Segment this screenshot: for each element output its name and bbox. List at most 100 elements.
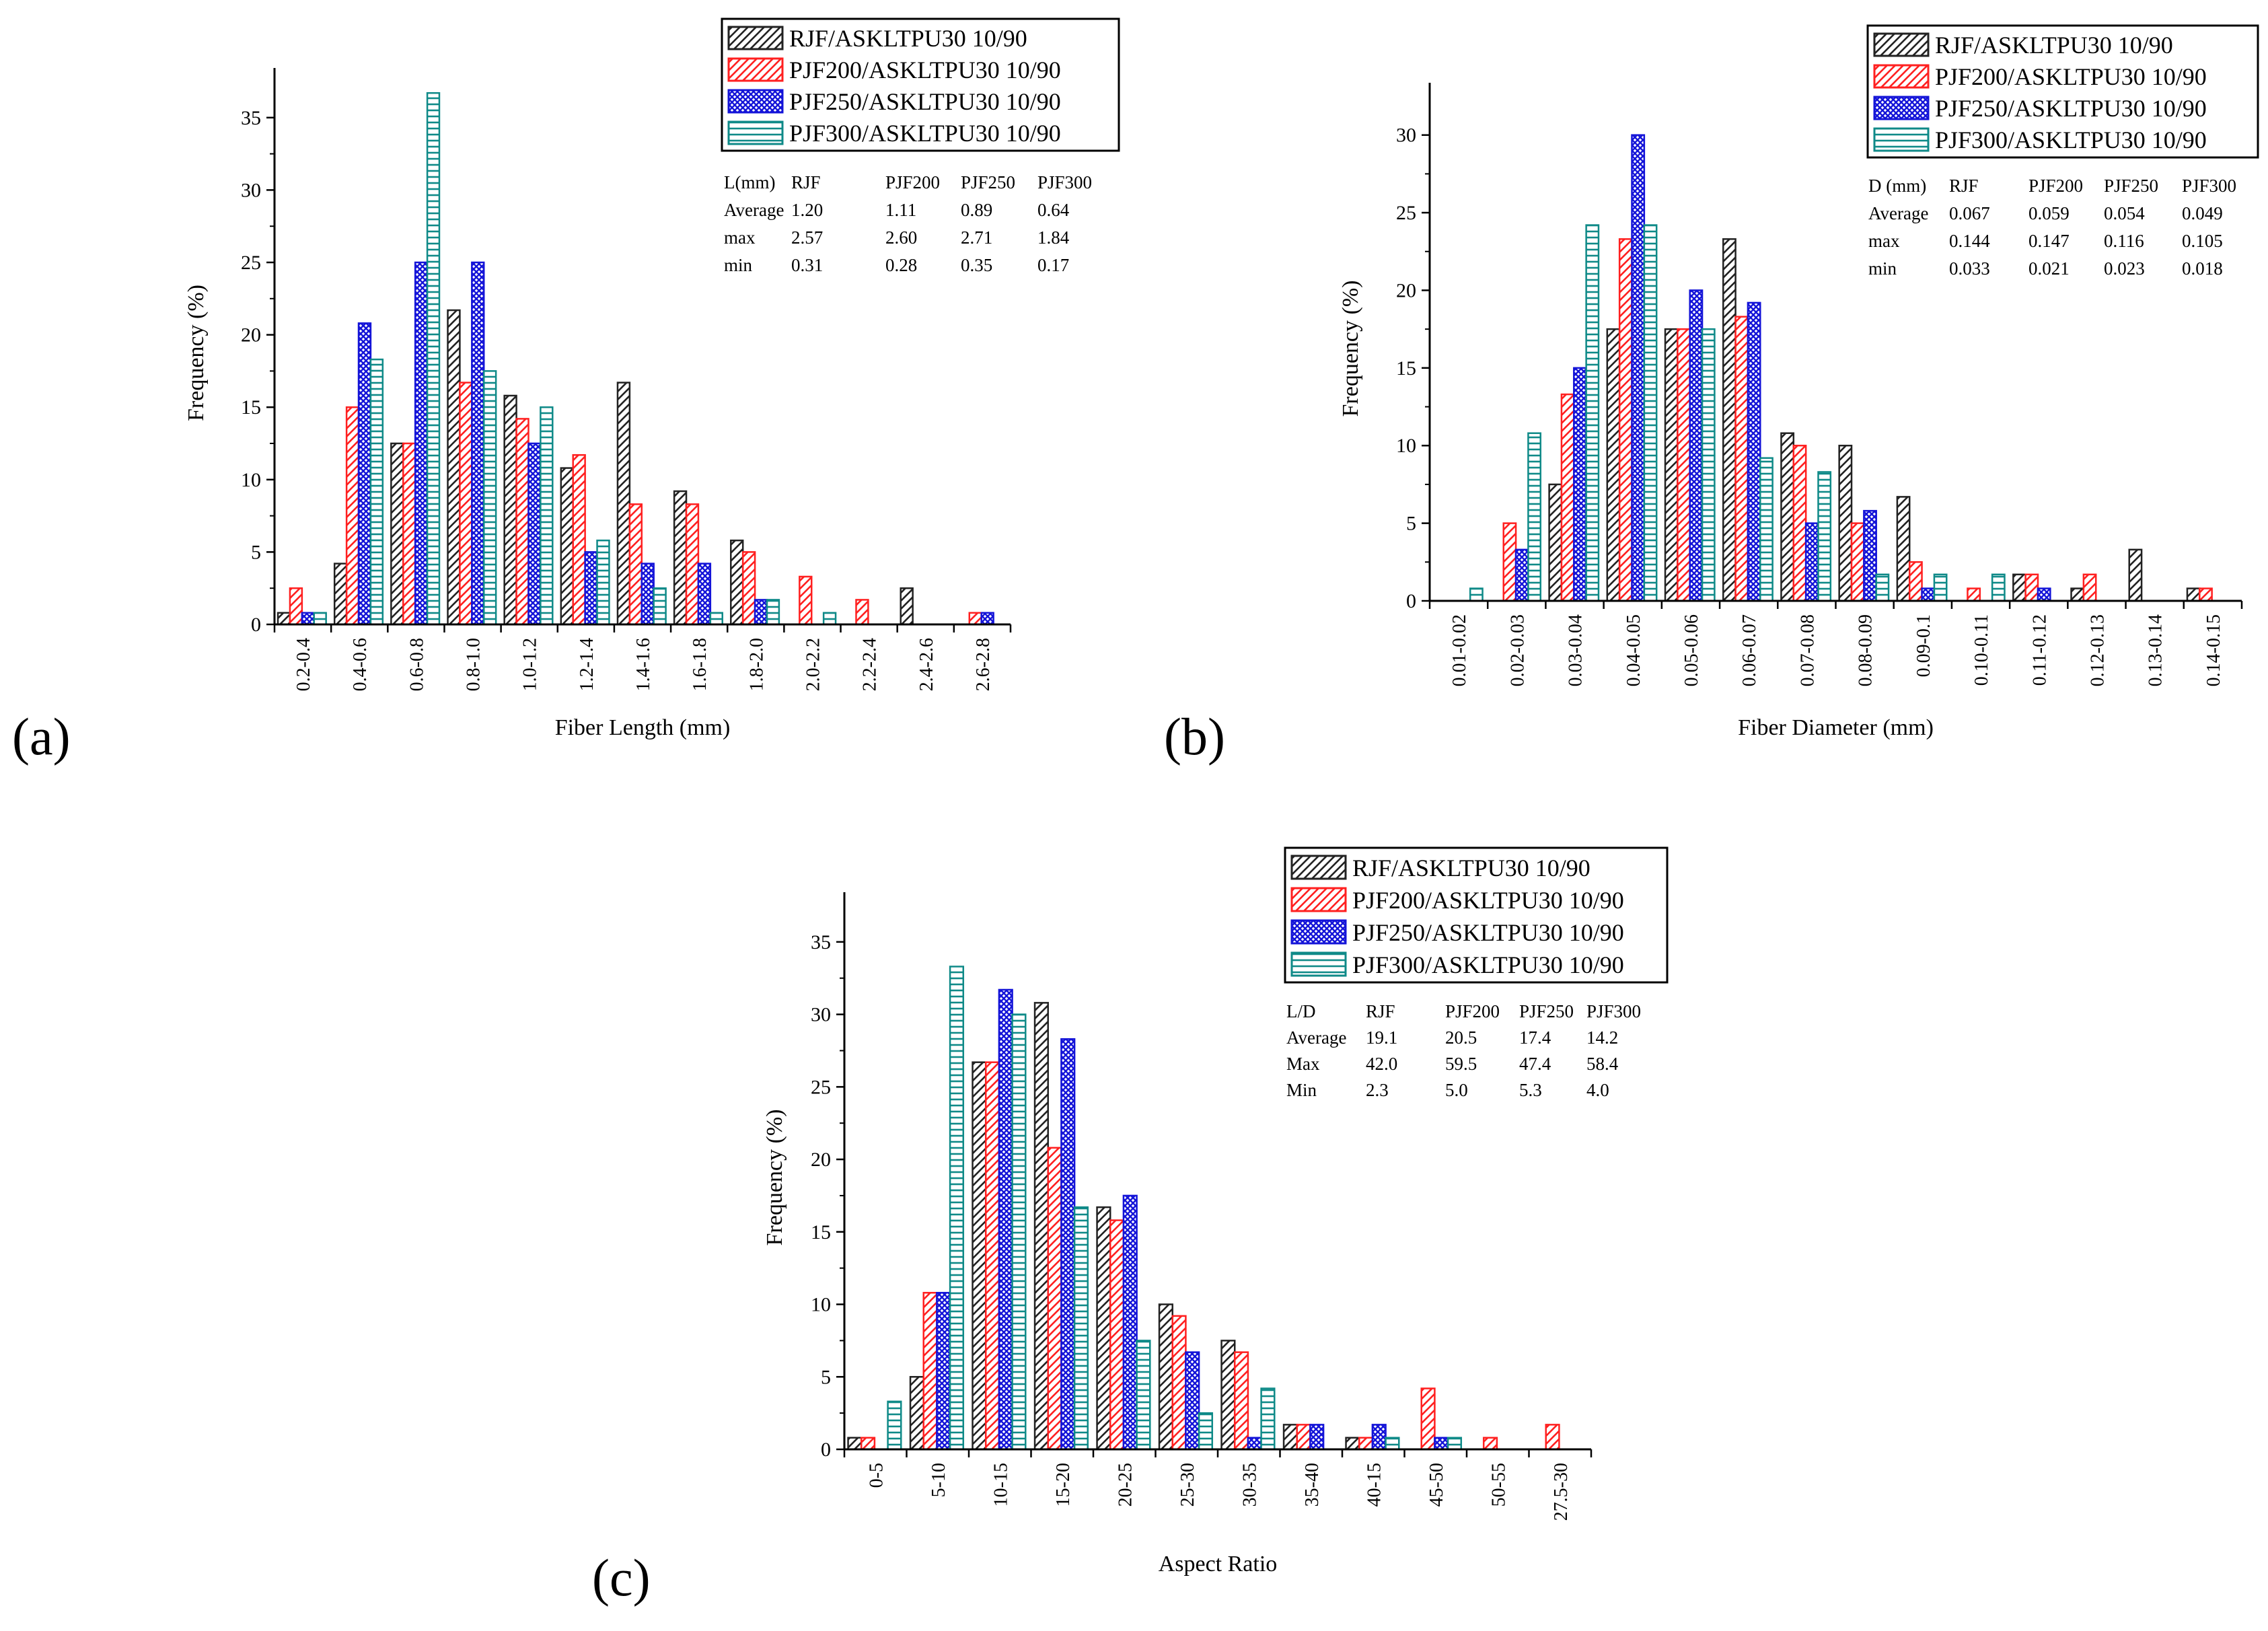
bar-pjf300-askltpu30-10-90-1-0-1-2 bbox=[540, 406, 554, 626]
bar-pjf300-askltpu30-10-90-1-8-2-0 bbox=[766, 599, 780, 626]
bar-pjf200-askltpu30-10-90-25-30 bbox=[1171, 1315, 1187, 1451]
panel-label-a: (a) bbox=[12, 707, 71, 766]
bar-pjf200-askltpu30-10-90-20-25 bbox=[1109, 1219, 1125, 1451]
bar-pjf200-askltpu30-10-90-1-6-1-8 bbox=[685, 503, 700, 626]
y-tick-label-5: 5 bbox=[1406, 513, 1416, 535]
bar-pjf300-askltpu30-10-90-0-6-0-8 bbox=[426, 92, 441, 626]
bar-pjf300-askltpu30-10-90-0-09-0-1 bbox=[1933, 573, 1948, 602]
bar-rjf-askltpu30-10-90-1-6-1-8 bbox=[673, 490, 688, 626]
stats-header-l-mm: L(mm) bbox=[724, 172, 775, 192]
bar-pjf200-askltpu30-10-90-0-10-0-11 bbox=[1967, 587, 1981, 602]
bar-pjf200-askltpu30-10-90-0-09-0-1 bbox=[1908, 561, 1923, 602]
bar-pjf300-askltpu30-10-90-2-0-2-2 bbox=[822, 612, 837, 626]
bar-pjf200-askltpu30-10-90-0-11-0-12 bbox=[2024, 573, 2039, 602]
bar-pjf200-askltpu30-10-90-0-02-0-03 bbox=[1502, 522, 1517, 602]
bar-rjf-askltpu30-10-90-0-09-0-1 bbox=[1896, 496, 1911, 602]
bar-pjf250-askltpu30-10-90-0-11-0-12 bbox=[2037, 587, 2051, 602]
bar-pjf300-askltpu30-10-90-0-06-0-07 bbox=[1759, 457, 1773, 602]
bar-pjf250-askltpu30-10-90-15-20 bbox=[1060, 1038, 1076, 1451]
fiber-length-chart: 0 5 10 15 20 25 30 35 0.2-0.4 0.4-0.6 0.6-0.8 0.8-1… bbox=[184, 17, 1120, 740]
stats-cell: max bbox=[724, 227, 756, 248]
stats-header-pjf300: PJF300 bbox=[1037, 172, 1092, 192]
x-tick-label-0-02-0-03: 0.02-0.03 bbox=[1507, 614, 1528, 686]
x-tick-label-1-0-1-2: 1.0-1.2 bbox=[520, 638, 541, 691]
x-tick-label-2-4-2-6: 2.4-2.6 bbox=[916, 638, 937, 691]
x-tick-label-0-03-0-04: 0.03-0.04 bbox=[1566, 614, 1586, 686]
bars-group bbox=[277, 92, 994, 626]
legend-swatch-pjf200-askltpu30-10-90 bbox=[1873, 64, 1930, 89]
bar-pjf200-askltpu30-10-90-0-04-0-05 bbox=[1618, 238, 1633, 602]
bar-pjf250-askltpu30-10-90-1-6-1-8 bbox=[697, 563, 712, 626]
bar-pjf200-askltpu30-10-90-1-4-1-6 bbox=[628, 503, 643, 626]
bar-pjf250-askltpu30-10-90-40-15 bbox=[1371, 1424, 1387, 1451]
legend-box bbox=[721, 17, 1120, 152]
bar-pjf300-askltpu30-10-90-15-20 bbox=[1073, 1206, 1089, 1451]
stats-cell: 0.105 bbox=[2182, 231, 2223, 251]
bar-pjf250-askltpu30-10-90-0-09-0-1 bbox=[1921, 587, 1936, 602]
bar-pjf250-askltpu30-10-90-0-8-1-0 bbox=[471, 261, 485, 626]
x-tick-label-2-6-2-8: 2.6-2.8 bbox=[973, 638, 994, 691]
bar-pjf250-askltpu30-10-90-20-25 bbox=[1122, 1194, 1138, 1451]
stats-cell: 0.059 bbox=[2028, 203, 2070, 223]
legend-label-pjf250-askltpu30-10-90: PJF250/ASKLTPU30 10/90 bbox=[1935, 95, 2207, 122]
stats-header-pjf300: PJF300 bbox=[2182, 176, 2236, 196]
stats-header-rjf: RJF bbox=[1949, 176, 1979, 196]
bar-pjf300-askltpu30-10-90-10-15 bbox=[1011, 1013, 1027, 1451]
stats-cell: 5.0 bbox=[1445, 1080, 1468, 1100]
bar-pjf200-askltpu30-10-90-0-03-0-04 bbox=[1560, 393, 1575, 602]
bar-rjf-askltpu30-10-90-0-06-0-07 bbox=[1722, 238, 1736, 602]
legend-swatch-pjf200-askltpu30-10-90 bbox=[1290, 887, 1347, 912]
bar-rjf-askltpu30-10-90-35-40 bbox=[1282, 1424, 1298, 1451]
y-tick-label-15: 15 bbox=[241, 396, 261, 419]
stats-cell: 5.3 bbox=[1519, 1080, 1542, 1100]
bar-pjf250-askltpu30-10-90-1-2-1-4 bbox=[584, 551, 598, 626]
y-tick-label-10: 10 bbox=[1396, 435, 1416, 457]
stats-cell: min bbox=[1868, 258, 1897, 279]
bar-rjf-askltpu30-10-90-0-14-0-15 bbox=[2186, 587, 2201, 602]
legend-label-pjf300-askltpu30-10-90: PJF300/ASKLTPU30 10/90 bbox=[1935, 126, 2207, 153]
bars-group bbox=[1469, 134, 2213, 602]
bar-pjf250-askltpu30-10-90-2-6-2-8 bbox=[980, 612, 994, 626]
x-tick-label-1-4-1-6: 1.4-1.6 bbox=[633, 638, 654, 691]
legend-label-pjf200-askltpu30-10-90: PJF200/ASKLTPU30 10/90 bbox=[1935, 63, 2207, 90]
bar-pjf200-askltpu30-10-90-0-08-0-09 bbox=[1850, 522, 1865, 602]
legend-swatch-pjf300-askltpu30-10-90 bbox=[727, 120, 784, 145]
bar-pjf300-askltpu30-10-90-40-15 bbox=[1385, 1437, 1400, 1451]
bar-pjf250-askltpu30-10-90-25-30 bbox=[1185, 1351, 1200, 1451]
y-tick-label-15: 15 bbox=[811, 1221, 831, 1243]
bar-rjf-askltpu30-10-90-0-08-0-09 bbox=[1838, 444, 1853, 602]
bar-pjf250-askltpu30-10-90-0-6-0-8 bbox=[414, 261, 429, 626]
bar-pjf200-askltpu30-10-90-0-14-0-15 bbox=[2199, 587, 2213, 602]
bar-pjf250-askltpu30-10-90-5-10 bbox=[936, 1292, 951, 1451]
x-axis-label: Aspect Ratio bbox=[1159, 1552, 1278, 1576]
x-tick-label-0-13-0-14: 0.13-0.14 bbox=[2146, 614, 2166, 686]
stats-cell: max bbox=[1868, 231, 1900, 251]
y-tick-label-35: 35 bbox=[811, 931, 831, 953]
bar-pjf250-askltpu30-10-90-1-0-1-2 bbox=[527, 442, 542, 626]
y-tick-label-15: 15 bbox=[1396, 357, 1416, 379]
bar-pjf200-askltpu30-10-90-0-05-0-06 bbox=[1677, 328, 1691, 602]
stats-cell: 1.20 bbox=[791, 200, 823, 220]
bar-pjf200-askltpu30-10-90-45-50 bbox=[1420, 1387, 1436, 1451]
x-tick-label-0-14-0-15: 0.14-0.15 bbox=[2203, 614, 2224, 686]
bar-pjf250-askltpu30-10-90-1-8-2-0 bbox=[754, 599, 768, 626]
stats-header-pjf200: PJF200 bbox=[2028, 176, 2083, 196]
x-tick-label-0-12-0-13: 0.12-0.13 bbox=[2087, 614, 2108, 686]
stats-cell: Average bbox=[724, 200, 784, 220]
bar-pjf250-askltpu30-10-90-0-07-0-08 bbox=[1804, 522, 1819, 602]
legend-label-pjf250-askltpu30-10-90: PJF250/ASKLTPU30 10/90 bbox=[1352, 919, 1624, 946]
y-tick-label-35: 35 bbox=[241, 107, 261, 129]
stats-cell: 58.4 bbox=[1586, 1054, 1619, 1074]
bar-pjf200-askltpu30-10-90-0-4-0-6 bbox=[345, 406, 360, 626]
stats-cell: 0.054 bbox=[2104, 203, 2145, 223]
legend-swatch-pjf300-askltpu30-10-90 bbox=[1873, 127, 1930, 152]
y-tick-label-0: 0 bbox=[251, 614, 261, 636]
x-tick-label-0-04-0-05: 0.04-0.05 bbox=[1623, 614, 1644, 686]
bar-pjf200-askltpu30-10-90-1-8-2-0 bbox=[741, 551, 756, 626]
legend-label-pjf250-askltpu30-10-90: PJF250/ASKLTPU30 10/90 bbox=[789, 88, 1061, 115]
bar-rjf-askltpu30-10-90-0-4-0-6 bbox=[333, 563, 348, 626]
stats-cell: 20.5 bbox=[1445, 1027, 1477, 1048]
bar-pjf300-askltpu30-10-90-25-30 bbox=[1198, 1412, 1214, 1451]
x-tick-label-0-06-0-07: 0.06-0.07 bbox=[1739, 614, 1760, 686]
stats-cell: 0.049 bbox=[2182, 203, 2223, 223]
